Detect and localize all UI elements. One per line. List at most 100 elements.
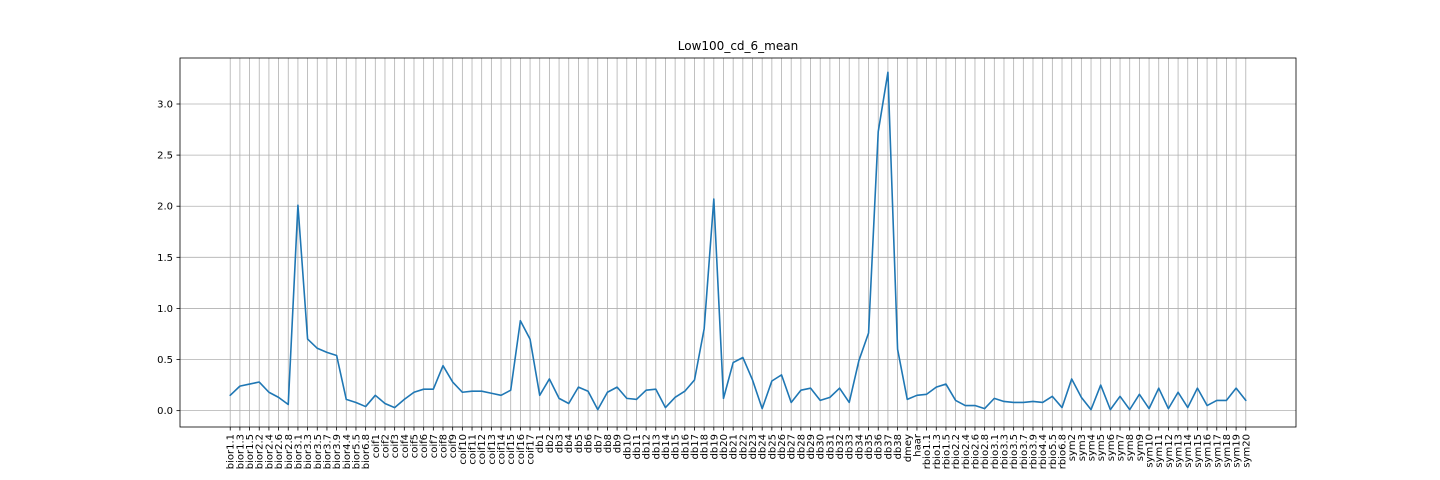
- x-tick-label: db29: [806, 434, 817, 459]
- series-line: [229, 71, 1247, 411]
- x-tick-label: db26: [777, 434, 788, 459]
- x-tick-label: bior2.2: [255, 434, 266, 469]
- x-tick-label: coif1: [371, 434, 382, 458]
- x-tick-label: db21: [729, 434, 740, 459]
- y-tick-label: 1.0: [157, 304, 173, 315]
- x-tick-label: rbio2.2: [951, 434, 962, 469]
- x-tick-label: sym11: [1154, 434, 1165, 468]
- x-tick-label: rbio3.3: [999, 434, 1010, 469]
- x-tick-label: coif9: [448, 434, 459, 458]
- x-tick-label: db34: [854, 434, 865, 459]
- chart-title: Low100_cd_6_mean: [678, 39, 798, 53]
- x-tick-label: db24: [758, 434, 769, 459]
- y-tick-label: 0.5: [157, 355, 173, 366]
- x-tick-label: bior1.5: [245, 434, 256, 469]
- x-tick-label: coif7: [429, 434, 440, 458]
- x-tick-label: coif10: [458, 434, 469, 465]
- x-tick-label: coif11: [468, 434, 479, 465]
- x-tick-label: db22: [738, 434, 749, 459]
- series-layer: [229, 71, 1247, 411]
- x-tick-label: sym15: [1193, 434, 1204, 468]
- x-tick-label: bior2.4: [264, 434, 275, 469]
- x-tick-label: sym12: [1164, 434, 1175, 468]
- y-tick-label: 2.0: [157, 202, 173, 213]
- x-tick-label: db38: [893, 434, 904, 459]
- x-tick-label: db8: [603, 434, 614, 453]
- x-tick-label: rbio6.8: [1058, 434, 1069, 469]
- x-tick-label: db13: [651, 434, 662, 459]
- y-tick-label: 2.5: [157, 151, 173, 162]
- x-tick-label: coif15: [506, 434, 517, 465]
- x-tick-label: coif2: [380, 434, 391, 458]
- x-tick-label: coif17: [526, 434, 537, 465]
- x-tick-label: sym19: [1232, 434, 1243, 468]
- x-tick-label: db3: [555, 434, 566, 453]
- x-tick-label: coif12: [477, 434, 488, 465]
- x-tick-label: bior1.3: [235, 434, 246, 469]
- x-tick-label: rbio2.4: [961, 434, 972, 469]
- x-tick-label: db28: [796, 434, 807, 459]
- x-tick-label: sym10: [1145, 434, 1156, 468]
- x-tick-label: bior4.4: [342, 434, 353, 469]
- x-tick-label: haar: [912, 433, 923, 457]
- x-tick-label: sym6: [1106, 434, 1117, 461]
- y-tick-label: 3.0: [157, 99, 173, 110]
- x-tick-label: bior2.8: [284, 434, 295, 469]
- x-tick-label: rbio3.9: [1028, 434, 1039, 469]
- x-tick-label: db17: [690, 434, 701, 459]
- x-tick-label: bior3.9: [332, 434, 343, 469]
- x-tick-label: rbio3.7: [1019, 434, 1030, 469]
- x-tick-label: db10: [622, 434, 633, 459]
- y-tick-label: 0.0: [157, 406, 173, 417]
- x-tick-label: db9: [613, 434, 624, 453]
- x-tick-label: rbio4.4: [1038, 434, 1049, 469]
- x-tick-label: bior3.3: [303, 434, 314, 469]
- x-tick-label: bior3.5: [313, 434, 324, 469]
- x-tick-label: sym18: [1222, 434, 1233, 468]
- x-tick-label: db2: [545, 434, 556, 453]
- x-tick-label: db25: [767, 434, 778, 459]
- x-tick-label: db23: [748, 434, 759, 459]
- x-tick-label: coif5: [409, 434, 420, 458]
- x-tick-label: sym4: [1087, 434, 1098, 461]
- x-tick-label: db5: [574, 434, 585, 453]
- x-tick-label: db20: [719, 434, 730, 459]
- x-tick-label: db33: [845, 434, 856, 459]
- x-tick-label: rbio2.8: [980, 434, 991, 469]
- x-tick-label: sym5: [1096, 434, 1107, 461]
- x-tick-label: db30: [816, 434, 827, 459]
- x-tick-label: db4: [564, 434, 575, 453]
- x-tick-label: db19: [709, 434, 720, 459]
- x-tick-label: sym17: [1212, 434, 1223, 468]
- x-tick-label: db18: [700, 434, 711, 459]
- x-tick-label: dmey: [903, 434, 914, 462]
- x-tick-label: rbio3.5: [1009, 434, 1020, 469]
- x-tick-label: coif3: [390, 434, 401, 458]
- x-tick-label: db16: [680, 434, 691, 459]
- x-tick-label: db11: [632, 434, 643, 459]
- x-tick-label: db27: [787, 434, 798, 459]
- x-tick-label: sym3: [1077, 434, 1088, 461]
- x-tick-label: db14: [661, 434, 672, 459]
- x-tick-label: rbio3.1: [990, 434, 1001, 469]
- x-tick-label: bior1.1: [226, 434, 237, 469]
- x-tick-label: sym14: [1183, 434, 1194, 468]
- x-tick-label: sym20: [1241, 434, 1252, 468]
- x-tick-label: sym2: [1067, 434, 1078, 461]
- y-axis: 0.0 0.5 1.0 1.5 2.0 2.5 3.0: [157, 99, 180, 417]
- x-tick-label: sym7: [1116, 434, 1127, 461]
- x-tick-label: bior3.7: [322, 434, 333, 469]
- x-tick-label: bior3.1: [293, 434, 304, 469]
- x-tick-label: db1: [535, 434, 546, 453]
- x-tick-label: rbio1.5: [941, 434, 952, 469]
- x-tick-label: db32: [835, 434, 846, 459]
- x-tick-label: bior5.5: [351, 434, 362, 469]
- x-tick-label: db6: [584, 434, 595, 453]
- x-tick-label: bior2.6: [274, 434, 285, 469]
- grid-lines: [180, 58, 1296, 427]
- x-tick-label: coif4: [400, 434, 411, 458]
- x-tick-label: db15: [671, 434, 682, 459]
- plot-frame: [179, 57, 1297, 428]
- x-tick-label: db35: [864, 434, 875, 459]
